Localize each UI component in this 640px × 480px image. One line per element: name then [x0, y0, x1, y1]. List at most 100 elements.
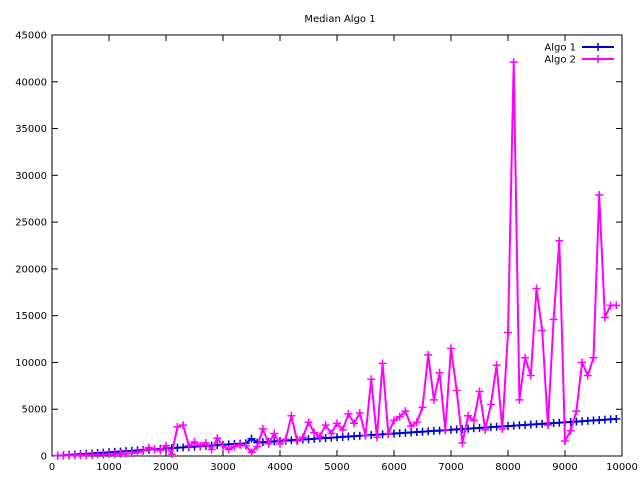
data-point [521, 353, 530, 362]
x-tick-label: 1000 [96, 462, 121, 473]
data-point [241, 441, 250, 450]
y-axis: 0 5000 10000 15000 20000 25000 30000 35000 40000… [15, 31, 622, 463]
x-tick-label: 7000 [438, 462, 463, 473]
data-point [247, 434, 256, 443]
data-point [350, 419, 359, 428]
y-tick-label: 0 [41, 452, 47, 463]
data-point [429, 395, 438, 404]
plot-frame [51, 34, 623, 457]
data-point [287, 411, 296, 420]
data-point [315, 432, 324, 441]
data-point [447, 344, 455, 353]
data-point [304, 418, 313, 427]
x-tick-label: 3000 [210, 462, 235, 473]
data-point [401, 407, 410, 416]
data-point [219, 441, 227, 450]
data-point [258, 424, 267, 433]
data-point [600, 313, 609, 322]
data-point [407, 422, 416, 431]
data-point [435, 368, 444, 377]
data-point [344, 409, 353, 418]
data-point [418, 403, 427, 412]
data-point [236, 440, 245, 449]
data-point [247, 448, 256, 457]
data-point [150, 445, 159, 454]
data-point [475, 387, 484, 396]
data-point [162, 441, 170, 450]
data-point [355, 408, 364, 417]
data-point [378, 359, 387, 368]
data-point [532, 284, 541, 293]
data-point [327, 429, 336, 438]
y-tick-label: 45000 [15, 31, 47, 42]
x-tick-label: 0 [49, 462, 55, 473]
data-point [270, 429, 279, 438]
data-point [589, 353, 598, 362]
data-point [538, 326, 547, 335]
data-point [310, 428, 319, 437]
legend-item: Algo 1 [544, 43, 614, 54]
data-point [561, 437, 569, 446]
data-point [264, 439, 273, 448]
data-point [224, 445, 233, 454]
y-tick-label: 40000 [15, 77, 47, 88]
y-tick-label: 10000 [15, 358, 47, 369]
y-tick-label: 30000 [15, 171, 47, 182]
data-point [395, 412, 404, 421]
data-point [190, 437, 199, 446]
x-tick-label: 6000 [381, 462, 406, 473]
data-point [612, 301, 621, 310]
data-point [492, 361, 501, 370]
x-tick-label: 10000 [606, 462, 638, 473]
y-tick-label: 25000 [15, 218, 47, 229]
data-point [201, 438, 210, 447]
data-point [179, 421, 188, 430]
data-point [526, 371, 535, 380]
data-point [486, 400, 495, 409]
data-point [367, 375, 376, 384]
data-point [333, 419, 341, 428]
data-point [583, 371, 592, 380]
chart-title: Median Algo 1 [304, 14, 375, 25]
data-point [464, 411, 473, 420]
y-tick-label: 35000 [15, 124, 47, 135]
y-tick-label: 20000 [15, 264, 47, 275]
data-point [196, 441, 205, 450]
data-point [469, 416, 478, 425]
data-point [173, 422, 182, 431]
data-point [207, 445, 216, 454]
data-point [213, 434, 222, 443]
data-point [566, 426, 575, 435]
data-point [452, 386, 461, 395]
x-tick-label: 8000 [495, 462, 520, 473]
data-point [167, 450, 176, 459]
data-point [543, 421, 552, 430]
y-tick-label: 5000 [22, 405, 47, 416]
data-point [253, 442, 262, 451]
data-point [144, 443, 153, 452]
data-point [612, 414, 621, 423]
data-point [549, 315, 558, 324]
data-point [572, 407, 581, 416]
data-point [293, 437, 302, 446]
data-point [361, 431, 370, 440]
data-point [424, 350, 433, 359]
data-point [458, 438, 467, 447]
x-tick-label: 9000 [552, 462, 577, 473]
data-point [321, 421, 330, 430]
data-point [481, 425, 490, 434]
data-point [139, 446, 148, 455]
data-point [230, 442, 239, 451]
data-point [338, 425, 347, 434]
data-point [276, 439, 284, 448]
data-point [595, 190, 604, 199]
data-point [555, 236, 564, 245]
data-point [509, 58, 518, 67]
data-point [412, 418, 421, 427]
series-line [57, 62, 617, 457]
data-point [441, 425, 450, 434]
data-point [498, 424, 507, 433]
x-tick-label: 4000 [267, 462, 292, 473]
data-point [384, 429, 393, 438]
